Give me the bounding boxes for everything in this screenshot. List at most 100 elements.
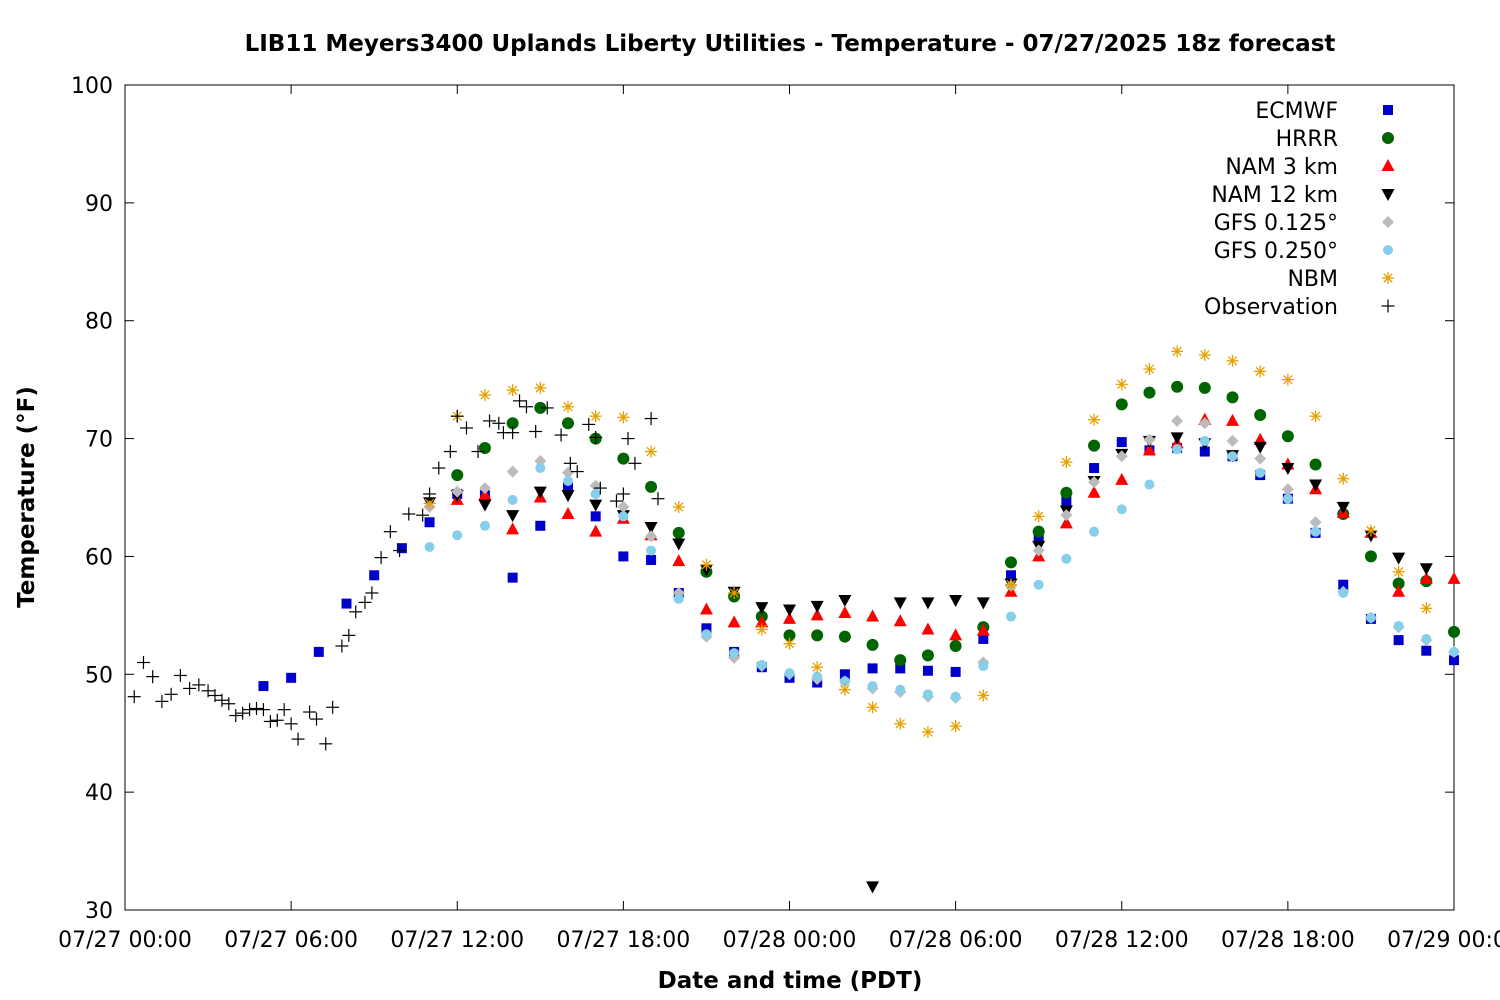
data-point bbox=[478, 499, 492, 512]
data-point bbox=[1006, 570, 1016, 581]
data-point bbox=[471, 445, 485, 459]
data-point bbox=[1254, 409, 1267, 421]
data-point bbox=[1364, 550, 1377, 563]
data-point bbox=[593, 481, 607, 495]
data-point bbox=[492, 416, 506, 430]
data-point bbox=[1227, 451, 1238, 462]
data-point bbox=[383, 525, 397, 539]
data-point bbox=[672, 538, 686, 551]
data-point bbox=[310, 712, 324, 726]
axes: 30 40 50 60 70 80 90 100 07/27 00:00 07/27 06:00 0… bbox=[58, 74, 1500, 953]
data-point bbox=[1115, 398, 1128, 411]
data-point bbox=[554, 428, 568, 442]
data-point bbox=[628, 456, 642, 470]
data-point bbox=[1198, 417, 1211, 430]
data-point bbox=[1088, 476, 1101, 489]
data-point bbox=[728, 586, 741, 599]
y-axis-label: Temperature (°F) bbox=[14, 386, 40, 608]
data-point bbox=[561, 490, 575, 503]
data-point bbox=[1419, 571, 1433, 584]
data-point bbox=[1253, 432, 1267, 445]
data-point bbox=[921, 597, 935, 610]
data-point bbox=[215, 693, 229, 707]
data-point bbox=[755, 602, 769, 615]
data-point bbox=[921, 726, 934, 739]
data-point bbox=[1005, 578, 1017, 591]
x-tick-label: 07/27 00:00 bbox=[58, 928, 192, 953]
data-point bbox=[1171, 414, 1184, 427]
data-point bbox=[201, 684, 215, 698]
x-tick-label: 07/28 18:00 bbox=[1221, 928, 1355, 953]
data-layer bbox=[127, 345, 1461, 894]
data-point bbox=[1059, 516, 1073, 529]
data-point bbox=[1309, 458, 1322, 471]
data-point bbox=[1089, 526, 1100, 537]
legend-label: NAM 12 km bbox=[1211, 183, 1338, 208]
data-point bbox=[977, 689, 990, 702]
data-point bbox=[513, 394, 527, 408]
data-point bbox=[535, 520, 546, 531]
legend-marker bbox=[1383, 245, 1393, 255]
data-point bbox=[727, 615, 741, 628]
series-gfs-0-250- bbox=[424, 435, 1459, 702]
data-point bbox=[755, 615, 769, 628]
data-point bbox=[478, 442, 491, 454]
data-point bbox=[673, 593, 684, 604]
data-point bbox=[450, 409, 464, 423]
data-point bbox=[326, 700, 340, 714]
legend-label: HRRR bbox=[1276, 127, 1338, 152]
data-point bbox=[459, 421, 473, 435]
data-point bbox=[136, 656, 150, 669]
legend-marker bbox=[1381, 159, 1395, 171]
data-point bbox=[811, 629, 824, 642]
legend-marker bbox=[1381, 189, 1395, 201]
data-point bbox=[1337, 472, 1350, 485]
data-point bbox=[1171, 380, 1184, 393]
data-point bbox=[589, 430, 603, 444]
data-point bbox=[483, 414, 497, 428]
data-point bbox=[976, 623, 990, 636]
data-point bbox=[838, 630, 851, 643]
data-point bbox=[1338, 587, 1349, 598]
data-point bbox=[810, 600, 824, 613]
data-point bbox=[183, 681, 197, 695]
data-point bbox=[1171, 345, 1184, 358]
data-point bbox=[949, 628, 963, 641]
data-point bbox=[783, 629, 796, 642]
x-tick-label: 07/28 06:00 bbox=[889, 928, 1023, 953]
data-point bbox=[277, 703, 291, 717]
data-point bbox=[250, 701, 264, 715]
data-point bbox=[1142, 443, 1156, 456]
data-point bbox=[838, 606, 852, 618]
data-point bbox=[922, 689, 933, 700]
x-tick-label: 07/27 06:00 bbox=[224, 928, 358, 953]
chart-title: LIB11 Meyers3400 Uplands Liberty Utiliti… bbox=[245, 31, 1336, 57]
data-point bbox=[867, 681, 878, 692]
data-point bbox=[1226, 391, 1239, 404]
data-point bbox=[127, 690, 141, 704]
data-point bbox=[452, 530, 463, 541]
data-point bbox=[589, 524, 603, 537]
data-point bbox=[1309, 516, 1322, 529]
data-point bbox=[644, 412, 658, 426]
data-point bbox=[1006, 611, 1016, 622]
data-point bbox=[1116, 504, 1127, 515]
data-point bbox=[443, 445, 457, 459]
x-tick-label: 07/27 12:00 bbox=[390, 928, 524, 953]
data-point bbox=[1088, 413, 1101, 426]
data-point bbox=[582, 417, 596, 431]
data-point bbox=[839, 669, 850, 680]
data-point bbox=[617, 411, 630, 424]
data-point bbox=[1144, 479, 1155, 490]
data-point bbox=[1449, 646, 1459, 657]
data-point bbox=[146, 670, 160, 684]
data-point bbox=[812, 671, 823, 682]
series-nam-12-km bbox=[423, 432, 1433, 894]
data-point bbox=[921, 649, 934, 662]
data-point bbox=[478, 388, 491, 401]
data-point bbox=[374, 551, 388, 565]
y-tick-label: 50 bbox=[85, 663, 113, 688]
y-tick-label: 60 bbox=[85, 545, 113, 570]
data-point bbox=[783, 637, 796, 650]
data-point bbox=[1115, 472, 1129, 485]
